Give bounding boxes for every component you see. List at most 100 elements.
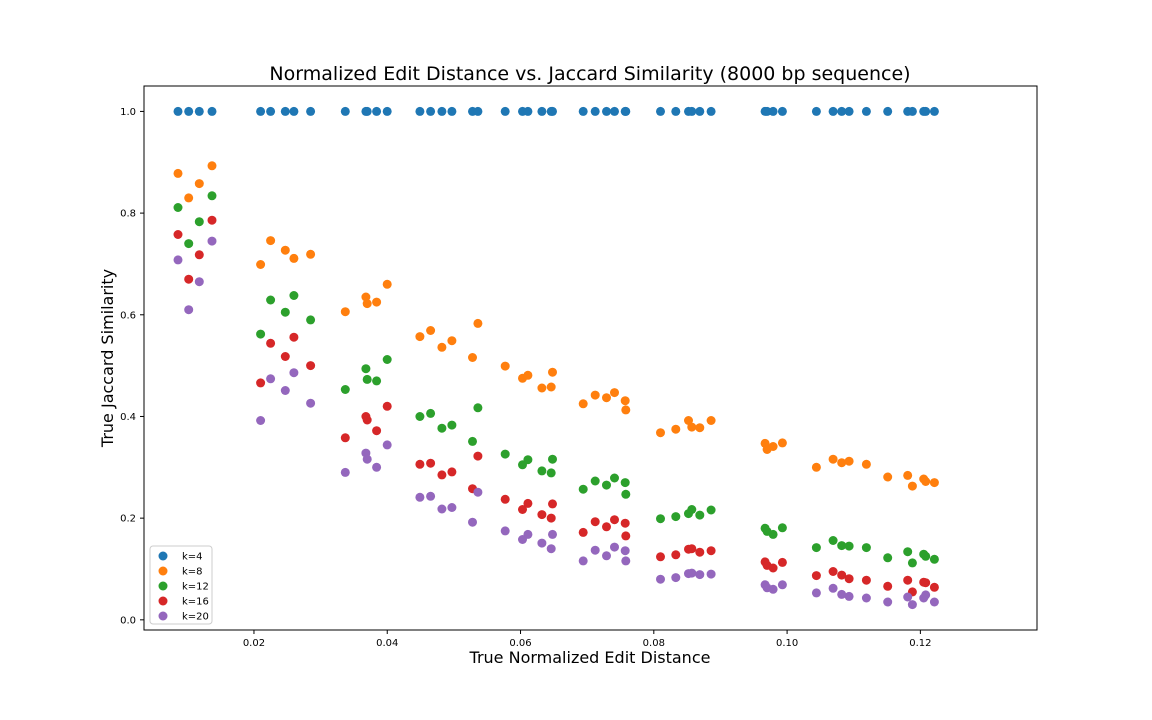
data-point-k4-20 [500,106,510,116]
data-point-k12-44 [837,541,847,551]
legend-label-k12: k=12 [182,582,209,593]
data-point-k16-8 [306,361,316,371]
data-point-k20-52 [929,597,939,607]
data-point-k12-3 [207,191,217,201]
data-point-k12-5 [266,295,276,305]
data-point-k8-41 [777,438,787,448]
data-point-k12-42 [811,543,821,553]
data-point-k8-9 [340,307,350,317]
data-point-k16-52 [929,582,939,592]
data-point-k20-4 [256,416,266,425]
data-point-k16-30 [620,518,630,528]
y-tick-label: 0.8 [120,209,136,220]
data-point-k12-30 [620,478,630,488]
data-point-k8-15 [426,326,436,335]
data-point-k4-29 [610,106,619,116]
data-point-k20-41 [777,580,787,590]
data-point-k20-31 [621,556,631,566]
data-point-k8-49 [907,481,917,491]
data-point-k8-18 [468,353,477,362]
data-point-k8-37 [706,416,716,425]
data-point-k20-16 [437,504,447,514]
legend-marker-k12 [158,581,168,591]
data-point-k12-11 [362,374,372,384]
data-point-k20-6 [280,386,290,395]
data-point-k16-6 [280,352,290,361]
x-tick-label: 0.12 [909,638,931,649]
data-point-k16-26 [578,527,588,537]
data-point-k20-24 [546,544,556,554]
legend-marker-k20 [158,611,168,621]
data-point-k12-10 [361,364,371,374]
data-point-k16-20 [500,494,510,504]
data-point-k4-49 [907,106,917,116]
data-point-k20-15 [426,491,436,501]
data-point-k20-8 [306,398,316,408]
data-point-k12-49 [907,558,917,568]
data-point-k20-1 [184,305,194,315]
data-point-k4-23 [537,106,547,116]
data-point-k16-29 [610,515,619,525]
data-point-k8-44 [837,458,847,468]
data-point-k20-0 [173,255,183,265]
data-point-k16-28 [602,522,611,532]
data-point-k20-7 [289,368,299,378]
data-point-k12-51 [921,551,931,561]
legend-label-k20: k=20 [182,612,209,623]
data-point-k4-3 [207,106,217,116]
legend-label-k16: k=16 [182,597,209,608]
data-point-k16-31 [621,531,631,541]
data-point-k20-11 [362,454,372,464]
data-point-k12-27 [590,476,600,486]
data-point-k16-4 [256,378,266,388]
data-point-k20-47 [883,597,893,607]
data-point-k20-28 [602,551,611,561]
data-point-k16-45 [844,574,854,584]
data-point-k16-21 [518,505,527,514]
legend: k=4 k=8 k=12 k=16 k=20 [149,545,213,625]
data-point-k4-45 [844,106,854,116]
data-point-k20-29 [610,542,619,552]
data-point-k20-30 [620,546,630,556]
data-point-k20-19 [473,487,483,497]
data-point-k4-35 [687,106,697,116]
data-point-k4-7 [289,106,299,116]
data-point-k8-28 [602,393,611,403]
data-point-k20-27 [590,545,600,555]
data-point-k8-35 [687,422,697,432]
data-point-k20-13 [382,440,392,450]
data-point-k4-6 [280,106,290,116]
data-point-k8-14 [415,332,425,342]
data-point-k4-17 [447,106,457,116]
data-point-k12-29 [610,473,619,483]
data-point-k4-47 [883,106,893,116]
data-point-k20-48 [903,592,913,602]
data-point-k8-5 [266,236,276,246]
data-point-k16-15 [426,458,436,468]
data-point-k12-15 [426,408,436,418]
data-point-k20-18 [468,517,477,527]
data-point-k8-32 [656,428,665,438]
data-point-k8-19 [473,318,483,328]
data-point-k20-9 [340,467,350,477]
data-point-k20-22 [523,529,533,539]
data-point-k12-37 [706,505,716,515]
data-point-k4-12 [372,106,382,116]
data-point-k16-27 [590,517,600,527]
data-point-k16-36 [695,547,705,557]
data-point-k12-46 [861,543,871,553]
y-axis-title: True Jaccard Similarity [98,269,117,448]
data-point-k12-14 [415,412,425,421]
data-point-k16-12 [372,426,382,436]
data-point-k4-41 [777,106,787,116]
data-point-k12-9 [340,385,350,394]
legend-label-k8: k=8 [182,567,203,578]
data-point-k8-6 [280,245,290,255]
data-point-k16-44 [837,570,847,580]
data-point-k12-28 [602,480,611,490]
data-point-k16-2 [194,250,204,260]
data-point-k8-40 [768,442,778,451]
data-point-k12-41 [777,523,787,533]
data-point-k4-40 [768,106,778,116]
data-point-k4-46 [861,106,871,116]
